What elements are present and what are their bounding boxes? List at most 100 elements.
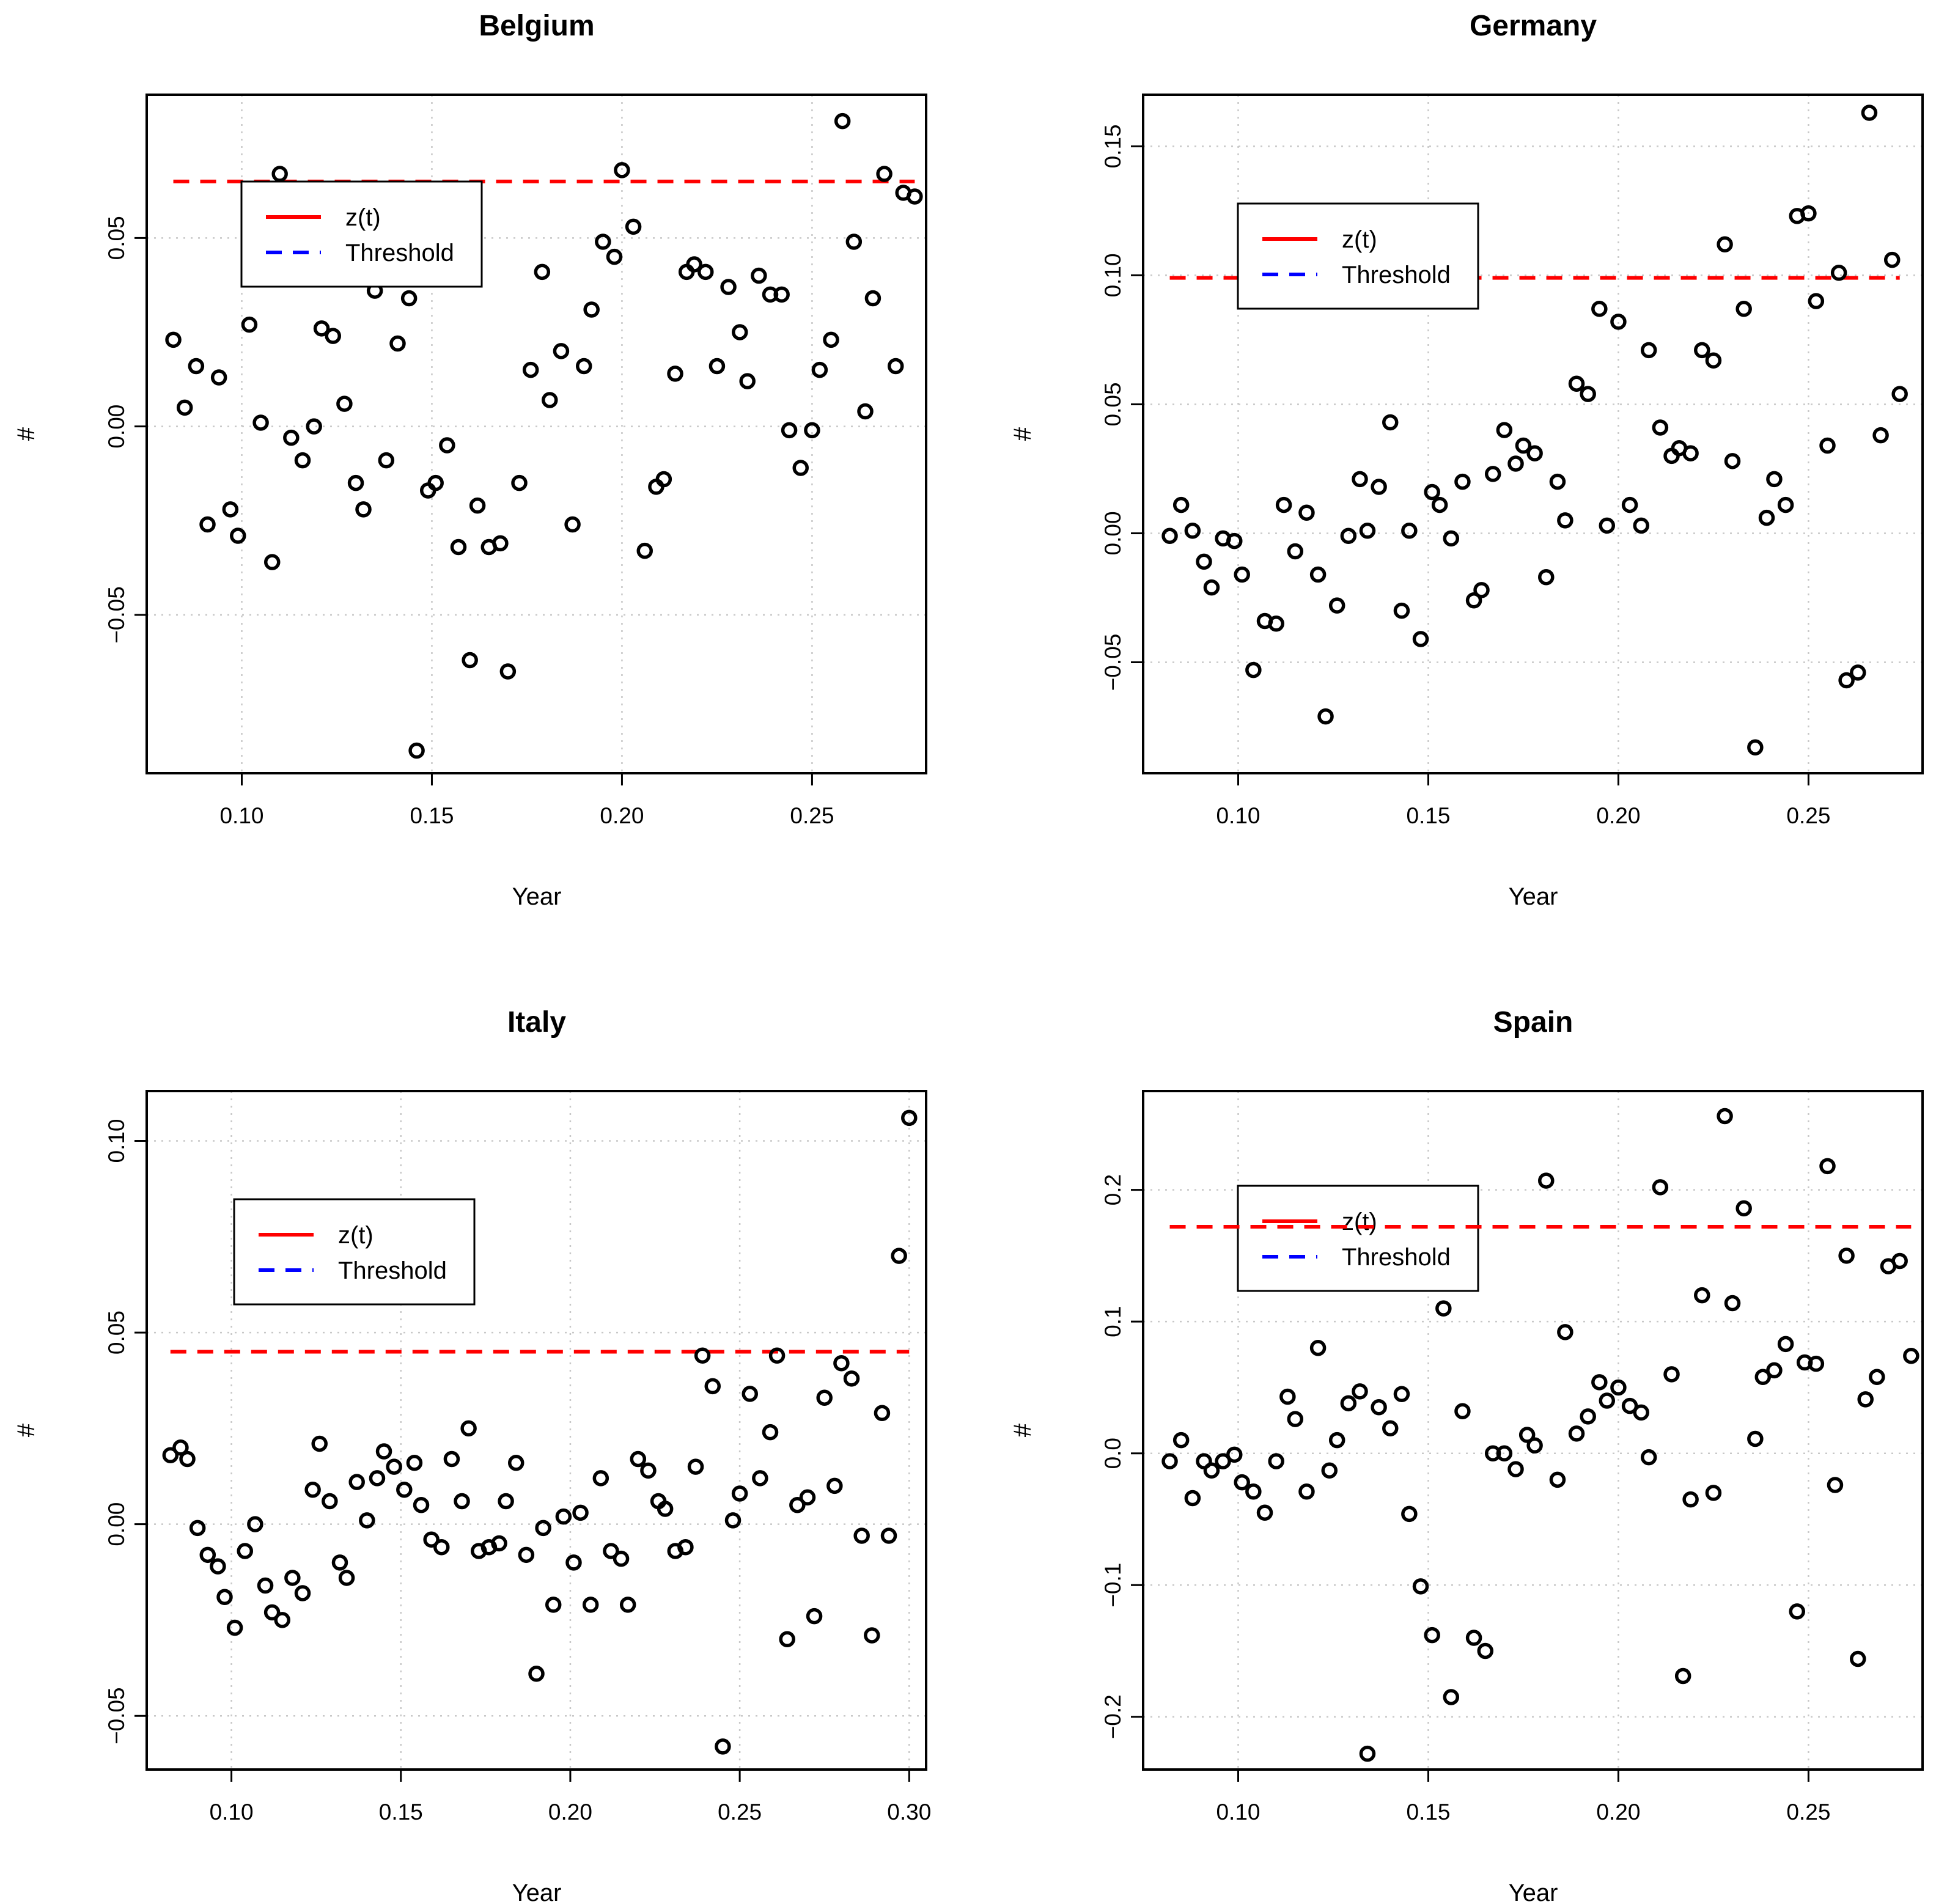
panel-belgium-point-69 xyxy=(887,358,904,375)
panel-spain-point-47 xyxy=(1652,1179,1669,1196)
panel-spain-point-11 xyxy=(1279,1388,1296,1405)
panel-germany-point-43 xyxy=(1610,314,1627,330)
panel-spain-point-52 xyxy=(1705,1485,1722,1501)
panel-italy-point-41 xyxy=(545,1597,562,1613)
panel-belgium-point-61 xyxy=(804,422,820,439)
panel-belgium-y-tick-label-0: −0.05 xyxy=(104,586,129,644)
panel-germany-legend-box xyxy=(1237,202,1479,310)
panel-spain-legend-box xyxy=(1237,1185,1479,1292)
panel-spain-point-19 xyxy=(1359,1745,1376,1762)
panel-italy-point-42 xyxy=(555,1508,572,1525)
panel-belgium-point-33 xyxy=(511,474,528,491)
panel-spain-point-29 xyxy=(1465,1630,1482,1646)
panel-belgium-point-59 xyxy=(781,422,798,439)
panel-germany-point-69 xyxy=(1883,251,1901,268)
panel-spain-point-28 xyxy=(1454,1403,1471,1419)
panel-spain-point-55 xyxy=(1735,1200,1752,1217)
panel-italy-point-53 xyxy=(657,1501,674,1517)
panel-belgium-point-41 xyxy=(595,233,611,250)
panel-spain-point-43 xyxy=(1610,1379,1627,1396)
panel-belgium-point-15 xyxy=(325,328,342,344)
panel-germany-point-22 xyxy=(1393,602,1410,619)
panel-spain-point-50 xyxy=(1682,1491,1699,1508)
panel-belgium-grid xyxy=(147,95,926,773)
panel-belgium-point-22 xyxy=(400,290,418,307)
panel-italy-point-11 xyxy=(263,1604,281,1621)
panel-italy-point-0 xyxy=(162,1447,179,1464)
panel-spain-point-7 xyxy=(1234,1474,1250,1491)
panel-italy-x-axis-label: Year xyxy=(512,1880,562,1904)
panel-belgium-point-39 xyxy=(575,358,592,375)
panel-germany-legend-zt-label: z(t) xyxy=(1342,226,1377,253)
panel-belgium-y-axis: −0.05 0.00 0.05 xyxy=(104,216,148,644)
panel-germany-y-tick-label-1: 0.00 xyxy=(1100,511,1125,555)
panel-germany-y-tick-label-3: 0.10 xyxy=(1100,253,1125,297)
panel-germany-x-tick-label-3: 0.25 xyxy=(1786,803,1830,828)
panel-germany-point-6 xyxy=(1226,532,1243,550)
panel-spain-point-0 xyxy=(1161,1453,1178,1469)
panel-germany-point-46 xyxy=(1640,342,1657,359)
panel-spain-point-17 xyxy=(1340,1395,1357,1412)
panel-belgium-point-8 xyxy=(252,414,269,431)
panel-belgium-point-40 xyxy=(583,301,600,318)
panel-germany-point-67 xyxy=(1861,105,1878,121)
panel-germany-legend-threshold-label: Threshold xyxy=(1342,262,1451,289)
panel-italy-point-24 xyxy=(386,1458,402,1475)
panel-belgium-legend: z(t) Threshold xyxy=(240,180,483,288)
panel-italy-legend: z(t) Threshold xyxy=(233,1198,476,1306)
panel-germany-point-23 xyxy=(1401,523,1418,539)
panel-spain-point-16 xyxy=(1328,1432,1345,1449)
panel-italy-x-tick-label-4: 0.30 xyxy=(887,1799,931,1825)
panel-italy-point-74 xyxy=(853,1527,870,1544)
panel-spain-point-44 xyxy=(1621,1397,1638,1414)
panel-spain-point-62 xyxy=(1808,1355,1825,1372)
panel-spain-point-6 xyxy=(1226,1446,1243,1463)
panel-italy-legend-threshold-label: Threshold xyxy=(338,1257,447,1284)
panel-spain-point-32 xyxy=(1496,1445,1513,1461)
panel-belgium-point-43 xyxy=(614,162,630,178)
panel-italy-point-29 xyxy=(433,1539,450,1556)
panel-spain-point-21 xyxy=(1382,1420,1399,1437)
panel-belgium-legend-threshold-label: Threshold xyxy=(345,240,454,266)
panel-germany-point-2 xyxy=(1184,523,1201,539)
panel-italy-point-31 xyxy=(454,1493,470,1510)
panel-germany-point-20 xyxy=(1371,479,1387,495)
panel-belgium-point-34 xyxy=(522,361,539,378)
panel-germany-point-31 xyxy=(1484,466,1501,482)
panel-italy-point-12 xyxy=(274,1612,290,1628)
panel-belgium-point-16 xyxy=(336,395,353,412)
panel-italy-point-7 xyxy=(226,1619,243,1636)
panel-italy-point-36 xyxy=(498,1493,514,1510)
panel-germany-point-17 xyxy=(1340,527,1357,544)
panel-belgium-point-56 xyxy=(751,267,767,284)
panel-belgium-x-axis: 0.10 0.15 0.20 0.25 xyxy=(219,772,834,828)
panel-belgium-point-5 xyxy=(222,501,239,518)
panel-germany-x-tick-label-0: 0.10 xyxy=(1216,803,1260,828)
panel-germany-point-38 xyxy=(1557,512,1573,529)
panel-germany-point-66 xyxy=(1850,664,1866,681)
panel-belgium-point-26 xyxy=(439,437,455,454)
panel-germany-point-8 xyxy=(1245,661,1262,678)
panel-italy-point-48 xyxy=(613,1550,630,1567)
panel-germany-point-25 xyxy=(1424,483,1440,501)
panel-spain-point-13 xyxy=(1298,1483,1315,1500)
panel-italy-point-1 xyxy=(172,1439,189,1456)
panel-italy-x-tick-label-2: 0.20 xyxy=(548,1799,592,1825)
panel-belgium-point-18 xyxy=(355,501,372,518)
panel-belgium-point-23 xyxy=(408,742,425,759)
panel-germany-point-28 xyxy=(1454,473,1471,490)
panel-belgium-point-52 xyxy=(709,358,726,375)
panel-spain-point-51 xyxy=(1694,1287,1710,1304)
panel-germany-y-tick-label-4: 0.15 xyxy=(1100,124,1125,168)
panel-belgium-point-42 xyxy=(606,248,623,265)
panel-italy-y-tick-label-1: 0.00 xyxy=(104,1502,129,1546)
panel-spain-point-67 xyxy=(1857,1391,1874,1408)
panel-spain-point-10 xyxy=(1268,1453,1284,1469)
panel-belgium-x-tick-label-3: 0.25 xyxy=(790,803,834,828)
panel-germany-point-39 xyxy=(1568,375,1585,392)
panel-germany-point-24 xyxy=(1412,631,1429,647)
panel-belgium-point-38 xyxy=(564,516,581,533)
panel-belgium-point-45 xyxy=(636,542,653,559)
panel-belgium-point-20 xyxy=(378,452,395,469)
panel-belgium-x-tick-label-2: 0.20 xyxy=(600,803,644,828)
